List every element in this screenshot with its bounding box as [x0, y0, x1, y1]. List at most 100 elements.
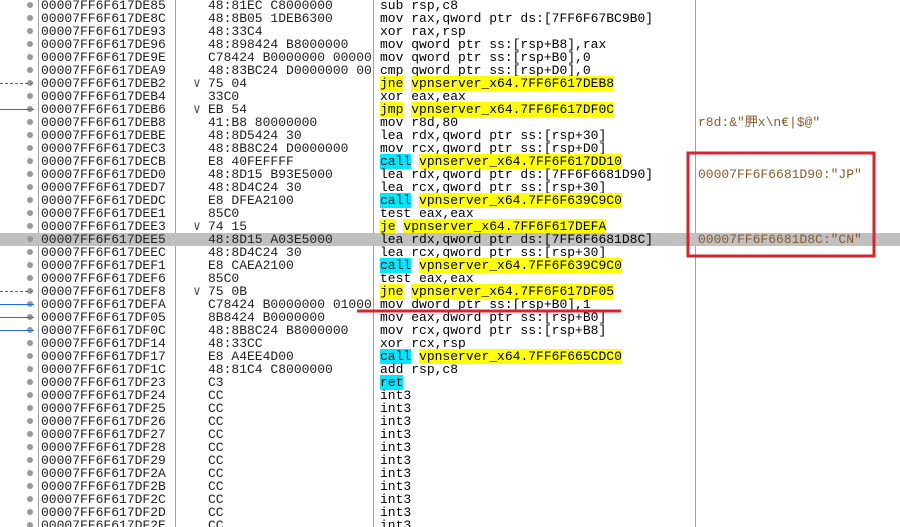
instruction-row: 00007FF6F617DF29 CC int3	[0, 454, 900, 467]
instruction-row: 00007FF6F617DE93 48:33C4 xor rax,rsp	[0, 25, 900, 38]
bytes: CC	[208, 441, 224, 454]
bytes: 48:8D4C24 30	[208, 246, 302, 259]
operands: eax,dword ptr ss:[rsp+B0]	[411, 310, 607, 325]
breakpoint-dot	[27, 93, 33, 99]
operands: eax,eax	[419, 271, 474, 286]
disassembly: ret	[380, 375, 404, 390]
mnemonic: lea	[380, 232, 404, 247]
bytes: 48:81EC C8000000	[208, 0, 333, 12]
bytes: E8 DFEA2100	[208, 194, 294, 207]
instruction-row: 00007FF6F617DF23 C3 ret	[0, 375, 900, 390]
mnemonic: je	[380, 219, 396, 234]
breakpoint-dot	[27, 483, 33, 489]
instruction-row: 00007FF6F617DF17 E8 A4EE4D00 call vpnserve…	[0, 349, 900, 364]
mnemonic: mov	[380, 11, 404, 26]
bytes: CC	[208, 454, 224, 467]
instruction-row: 00007FF6F617DEB8 41:B8 80000000 mov r8d,80…	[0, 116, 900, 129]
mnemonic: xor	[380, 24, 404, 39]
comment: r8d:&"胛x\n€|$@"	[698, 115, 821, 130]
bytes: 48:33CC	[208, 337, 263, 350]
instruction-row: 00007FF6F617DEB2 ∨ 75 04 jne vpnserver_x64.…	[0, 76, 900, 91]
disassembly: lea rdx,qword ptr ss:[rsp+30]	[380, 129, 606, 142]
disassembly: int3	[380, 506, 411, 519]
address: 00007FF6F617DF24	[41, 388, 166, 403]
mnemonic: lea	[380, 245, 404, 260]
disassembly: int3	[380, 454, 411, 467]
bytes: E8 A4EE4D00	[208, 350, 294, 363]
address: 00007FF6F617DF2E	[41, 518, 166, 527]
operands: vpnserver_x64.7FF6F639C9C0	[419, 258, 622, 273]
address: 00007FF6F617DF05	[41, 310, 166, 325]
address: 00007FF6F617DEC3	[41, 141, 166, 156]
breakpoint-dot	[27, 28, 33, 34]
bytes: 48:83BC24 D0000000 00	[208, 64, 372, 77]
address: 00007FF6F617DEB6	[41, 102, 166, 117]
mnemonic: mov	[380, 37, 404, 52]
operands: rcx,rsp	[411, 336, 466, 351]
instruction-row: 00007FF6F617DE8C 48:8B05 1DEB6300 mov rax,…	[0, 12, 900, 25]
operands: eax,eax	[411, 89, 466, 104]
breakpoint-dot	[27, 197, 33, 203]
address: 00007FF6F617DEBE	[41, 128, 166, 143]
breakpoint-dot	[27, 509, 33, 515]
jump-marker: ∨	[193, 102, 201, 117]
operands: qword ptr ss:[rsp+B0],0	[411, 50, 591, 65]
address: 00007FF6F617DF28	[41, 440, 166, 455]
bytes: 48:8D15 A03E5000	[208, 233, 333, 246]
mnemonic: mov	[380, 297, 404, 312]
instruction-row: 00007FF6F617DE9E C78424 B0000000 000000 mo…	[0, 51, 900, 64]
address: 00007FF6F617DEB4	[41, 89, 166, 104]
address: 00007FF6F617DF23	[41, 375, 166, 390]
disassembly: int3	[380, 389, 411, 402]
instruction-row: 00007FF6F617DE85 48:81EC C8000000 sub rsp,…	[0, 0, 900, 12]
mnemonic: test	[380, 206, 412, 221]
disassembly: int3	[380, 415, 411, 428]
column-separator	[175, 0, 176, 527]
bytes: CC	[208, 415, 224, 428]
mnemonic: lea	[380, 128, 404, 143]
breakpoint-dot	[27, 496, 33, 502]
jump-marker: ∨	[193, 219, 201, 234]
address: 00007FF6F617DEF6	[41, 271, 166, 286]
bytes: CC	[208, 389, 224, 402]
address: 00007FF6F617DEE1	[41, 206, 166, 221]
breakpoint-dot	[27, 275, 33, 281]
bytes: 48:8D4C24 30	[208, 181, 302, 194]
address: 00007FF6F617DEB2	[41, 76, 166, 91]
address: 00007FF6F617DE8C	[41, 11, 166, 26]
breakpoint-dot	[27, 210, 33, 216]
operands: rdx,qword ptr ds:[7FF6F6681D90]	[411, 167, 654, 182]
operands: dword ptr ss:[rsp+B0],1	[411, 297, 591, 312]
mnemonic: ret	[380, 375, 404, 390]
address: 00007FF6F617DE9E	[41, 50, 166, 65]
breakpoint-dot	[27, 2, 33, 8]
disassembly: xor eax,eax	[380, 90, 466, 103]
address: 00007FF6F617DF14	[41, 336, 166, 351]
breakpoint-dot	[27, 145, 33, 151]
bytes: CC	[208, 506, 224, 519]
mnemonic: lea	[380, 180, 404, 195]
bytes: E8 CAEA2100	[208, 259, 294, 272]
bytes: 75 04	[208, 77, 248, 90]
instruction-row: 00007FF6F617DEA9 48:83BC24 D0000000 00 cmp…	[0, 64, 900, 77]
instruction-row: 00007FF6F617DF28 CC int3	[0, 441, 900, 454]
address: 00007FF6F617DF1C	[41, 362, 166, 377]
instruction-row: 00007FF6F617DF05 8B8424 B0000000 mov eax,d…	[0, 311, 900, 324]
disassembly: mov rcx,qword ptr ss:[rsp+B8]	[380, 324, 606, 337]
mnemonic: call	[380, 154, 412, 169]
disassembly: test eax,eax	[380, 272, 474, 285]
mnemonic: int3	[380, 492, 412, 507]
instruction-row: 00007FF6F617DF2C CC int3	[0, 493, 900, 506]
bytes: 74 15	[208, 220, 248, 233]
disassembly: mov eax,dword ptr ss:[rsp+B0]	[380, 311, 606, 324]
disassembly: lea rcx,qword ptr ss:[rsp+30]	[380, 181, 606, 194]
disassembly: mov rax,qword ptr ds:[7FF6F67BC9B0]	[380, 12, 653, 25]
breakpoint-dot	[27, 41, 33, 47]
mnemonic: jmp	[380, 102, 404, 117]
breakpoint-dot	[27, 366, 33, 372]
address: 00007FF6F617DF27	[41, 427, 166, 442]
disassembly: lea rdx,qword ptr ds:[7FF6F6681D90]	[380, 168, 653, 181]
disassembly: int3	[380, 480, 411, 493]
address: 00007FF6F617DF29	[41, 453, 166, 468]
instruction-row: 00007FF6F617DF14 48:33CC xor rcx,rsp	[0, 337, 900, 350]
